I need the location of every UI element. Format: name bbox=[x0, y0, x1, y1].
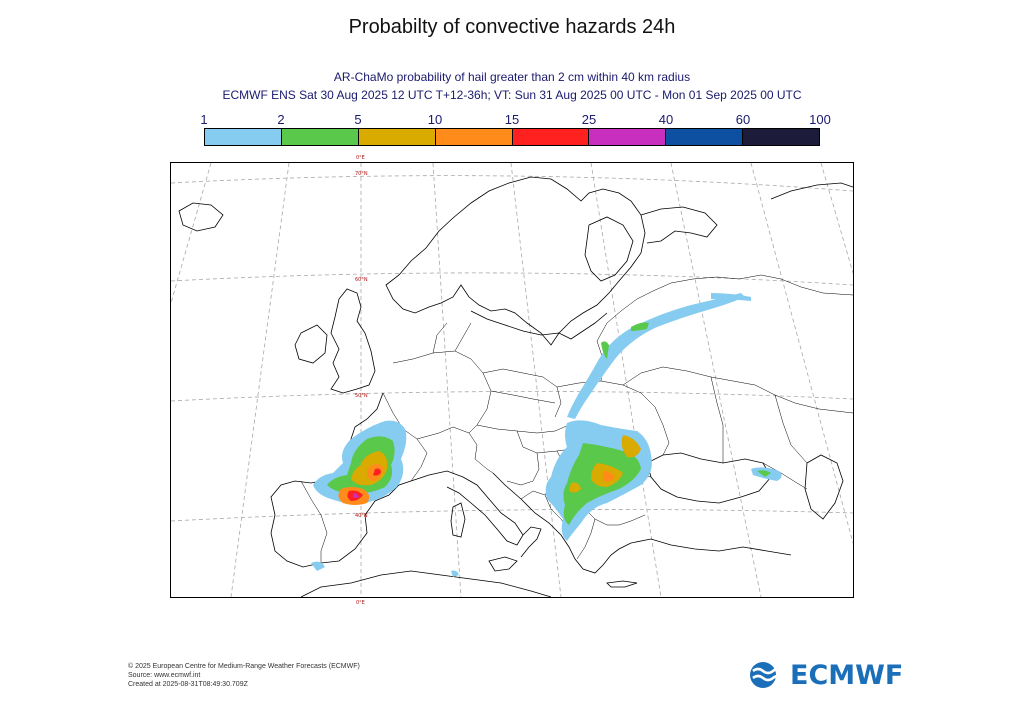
subtitle-line-2: ECMWF ENS Sat 30 Aug 2025 12 UTC T+12-36… bbox=[222, 88, 802, 102]
legend-labels: 1 2 5 10 15 25 40 60 100 bbox=[200, 112, 830, 127]
ecmwf-logo[interactable]: ECMWF bbox=[748, 658, 903, 692]
lat-label-70: 70°N bbox=[355, 171, 368, 177]
legend-label: 25 bbox=[581, 112, 597, 127]
lat-label-40: 40°N bbox=[355, 513, 368, 519]
legend-label: 5 bbox=[354, 112, 362, 127]
legend-label: 1 bbox=[200, 112, 208, 127]
legend-swatch bbox=[589, 129, 667, 145]
legend-swatch bbox=[205, 129, 282, 145]
subtitle-line-1: AR-ChaMo probability of hail greater tha… bbox=[333, 70, 691, 84]
hail-probability-band bbox=[311, 293, 782, 577]
legend-swatch bbox=[512, 129, 590, 145]
legend-label: 60 bbox=[735, 112, 751, 127]
legend-swatch bbox=[743, 129, 819, 145]
hail-probability-france bbox=[313, 420, 407, 505]
legend-label: 2 bbox=[277, 112, 285, 127]
lat-label-50: 50°N bbox=[355, 393, 368, 399]
ecmwf-logo-icon bbox=[750, 662, 784, 688]
graticule bbox=[171, 163, 853, 597]
page-title: Probabilty of convective hazards 24h bbox=[348, 16, 676, 38]
lon-label-top: 0°E bbox=[356, 155, 365, 161]
legend-swatch bbox=[358, 129, 436, 145]
legend-label: 10 bbox=[427, 112, 443, 127]
legend-label: 100 bbox=[809, 112, 831, 127]
legend-label: 40 bbox=[658, 112, 674, 127]
footer-copyright: © 2025 European Centre for Medium-Range … bbox=[128, 663, 360, 670]
legend-label: 15 bbox=[504, 112, 520, 127]
legend-swatch bbox=[281, 129, 359, 145]
map-area[interactable]: 70°N 60°N 50°N 40°N bbox=[170, 162, 854, 598]
footer-source: Source: www.ecmwf.int bbox=[128, 672, 201, 679]
legend-swatch bbox=[435, 129, 513, 145]
footer-credits: © 2025 European Centre for Medium-Range … bbox=[128, 662, 360, 689]
ecmwf-logo-text: ECMWF bbox=[790, 659, 904, 691]
hail-probability-balkans bbox=[545, 420, 652, 541]
coastlines bbox=[178, 176, 853, 597]
lat-label-60: 60°N bbox=[355, 277, 368, 283]
map-svg bbox=[171, 163, 853, 597]
lon-label-bottom: 0°E bbox=[356, 600, 365, 606]
legend-color-bar bbox=[204, 128, 820, 146]
footer-created: Created at 2025-08-31T08:49:30.709Z bbox=[128, 681, 248, 688]
legend-swatch bbox=[666, 129, 744, 145]
